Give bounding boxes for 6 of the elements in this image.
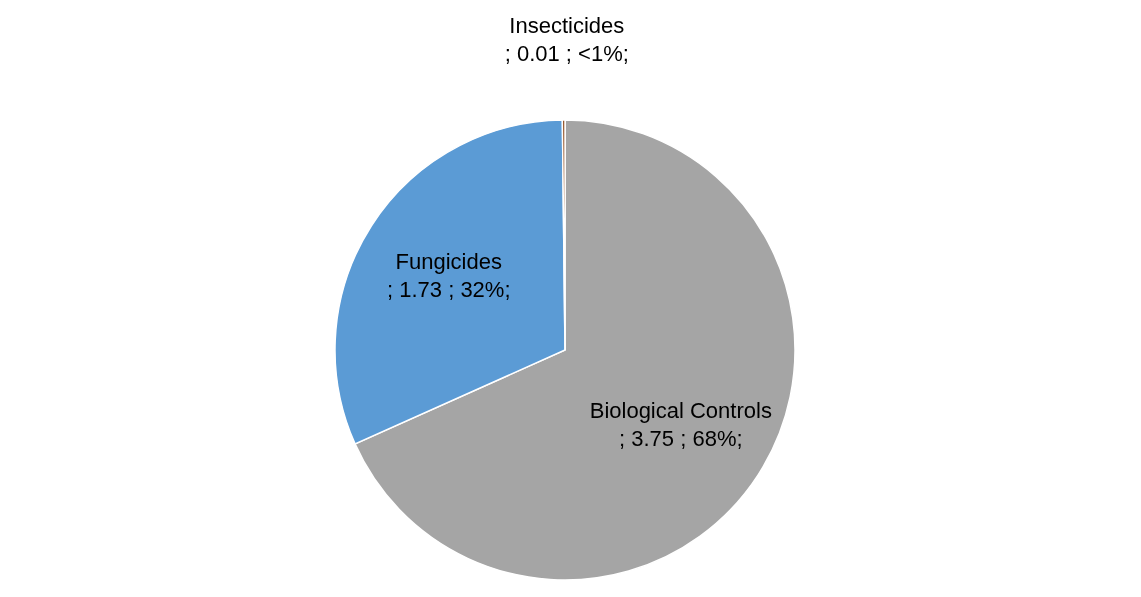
slice-label: Biological Controls bbox=[589, 398, 772, 424]
data-label: ; 3.75 ; 68%; bbox=[619, 426, 743, 452]
data-label: ; 0.01 ; <1%; bbox=[504, 41, 629, 67]
data-label: ; 1.73 ; 32%; bbox=[387, 276, 511, 302]
slice-label: Insecticides bbox=[509, 13, 625, 39]
slice-label: Fungicides bbox=[395, 248, 502, 274]
